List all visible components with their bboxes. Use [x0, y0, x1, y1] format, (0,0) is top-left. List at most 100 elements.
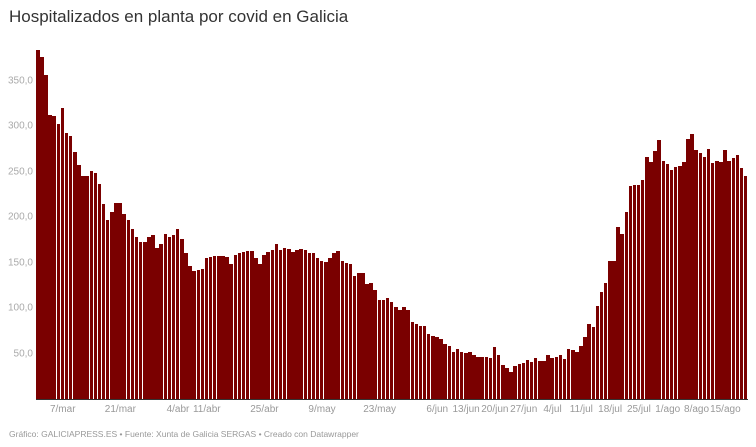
bar [566, 348, 571, 399]
bar [340, 260, 345, 399]
x-tick-label: 4/abr [166, 404, 190, 415]
plot-area [36, 40, 748, 399]
bar [612, 260, 616, 399]
bar [533, 358, 538, 399]
bar [455, 348, 460, 399]
bar [118, 203, 122, 399]
bar [60, 107, 65, 399]
bar [291, 251, 295, 399]
bar [114, 203, 118, 399]
y-tick-label: 350,0 [7, 75, 33, 86]
bar [529, 361, 534, 399]
bar [385, 298, 390, 399]
bar [352, 276, 357, 399]
bar [266, 251, 270, 399]
bar [348, 264, 353, 399]
bar [237, 253, 242, 399]
bar [225, 257, 229, 399]
bar [245, 250, 250, 399]
bar [48, 115, 52, 399]
bar [105, 219, 110, 399]
bar [44, 75, 48, 399]
bar [361, 273, 365, 399]
bar [180, 238, 184, 399]
bar [447, 346, 452, 399]
bar [464, 352, 468, 399]
bar [307, 253, 312, 399]
bar [739, 167, 744, 399]
bar [295, 249, 299, 399]
bar [299, 248, 303, 399]
bar [278, 249, 283, 399]
bar [731, 157, 736, 399]
bar [192, 270, 196, 399]
bar [200, 268, 205, 399]
bar [435, 337, 439, 399]
bar [678, 166, 682, 399]
bar [562, 358, 567, 399]
x-tick-label: 27/jun [510, 404, 538, 415]
bar [698, 153, 703, 399]
bar [579, 346, 583, 399]
bar [328, 257, 332, 399]
x-tick-label: 4/jul [543, 404, 562, 415]
bar [682, 162, 686, 399]
y-tick-label: 300,0 [7, 120, 33, 132]
chart-title: Hospitalizados en planta por covid en Ga… [9, 7, 349, 26]
bar [377, 299, 382, 399]
bar [694, 149, 698, 399]
bar [542, 360, 546, 399]
bar [134, 237, 139, 399]
bar [233, 255, 238, 399]
bar [649, 161, 653, 399]
bar [476, 357, 480, 399]
bar [258, 264, 262, 399]
bar [171, 235, 176, 399]
bar [608, 260, 612, 399]
bar [89, 170, 93, 399]
bar [110, 212, 114, 399]
bar [282, 247, 287, 399]
bar [344, 262, 349, 399]
bar [636, 185, 641, 399]
bar [303, 249, 307, 399]
bar [616, 227, 620, 399]
x-tick-label: 13/jun [452, 404, 480, 415]
bar [101, 204, 106, 399]
bar [287, 248, 291, 399]
bar [64, 133, 69, 399]
bar [126, 219, 131, 399]
bar [468, 351, 472, 399]
x-tick-label: 8/ago [684, 404, 710, 415]
bar [212, 256, 217, 399]
bar [188, 266, 192, 399]
bar [431, 336, 435, 399]
x-tick-label: 25/jul [626, 404, 651, 415]
bar [68, 136, 73, 399]
bar [254, 257, 258, 399]
bar [414, 324, 419, 399]
bar [175, 228, 180, 399]
bar [159, 244, 163, 399]
bar [624, 212, 629, 399]
bar [204, 257, 209, 399]
bar [426, 334, 431, 399]
y-tick-label: 100,0 [7, 302, 33, 314]
bar [669, 169, 674, 399]
bar [459, 351, 464, 399]
bar [492, 347, 497, 399]
bar [167, 237, 172, 399]
bar [521, 362, 526, 399]
x-tick-label: 9/may [308, 404, 336, 415]
y-tick-label: 50,0 [13, 348, 33, 359]
bar [673, 166, 678, 399]
bar [402, 307, 406, 399]
bar [319, 260, 324, 399]
bar [665, 164, 670, 399]
bar [558, 355, 563, 399]
bar [97, 184, 102, 399]
bar [147, 237, 151, 399]
bar [217, 256, 221, 399]
bar [274, 244, 279, 399]
bar [496, 355, 501, 399]
